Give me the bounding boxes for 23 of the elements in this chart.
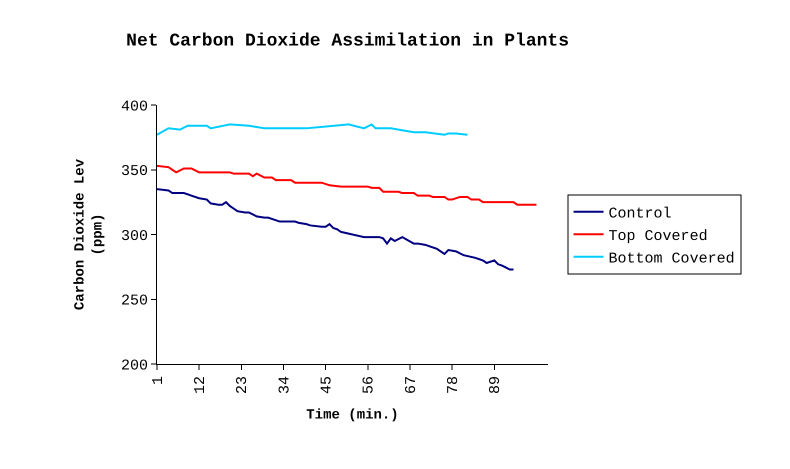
x-tick-label: 67 (402, 376, 420, 394)
x-tick-label: 56 (360, 376, 378, 394)
y-tick-label: 250 (120, 292, 148, 310)
legend-label: Top Covered (608, 228, 708, 246)
y-tick-label: 400 (120, 98, 148, 116)
y-tick-label: 350 (120, 163, 148, 180)
x-tick-label: 78 (445, 376, 462, 394)
x-tick-label: 1 (150, 376, 167, 386)
x-tick-label: 23 (234, 376, 252, 394)
legend-label: Bottom Covered (608, 250, 735, 268)
line-series (157, 164, 538, 206)
y-axis-title: Carbon Dioxide Lev (ppm) (72, 158, 107, 310)
x-tick-label: 12 (192, 376, 210, 394)
x-axis-title: Time (min.) (306, 407, 399, 424)
line-series (157, 188, 514, 270)
x-tick-label: 89 (487, 376, 504, 394)
x-tick-label: 34 (276, 376, 294, 394)
line-series (157, 123, 468, 136)
y-tick-label: 300 (120, 228, 148, 245)
legend-label: Control (608, 206, 672, 223)
y-tick-label: 200 (120, 357, 148, 374)
chart-title: Net Carbon Dioxide Assimilation in Plants (126, 31, 570, 52)
x-tick-label: 45 (318, 376, 336, 394)
